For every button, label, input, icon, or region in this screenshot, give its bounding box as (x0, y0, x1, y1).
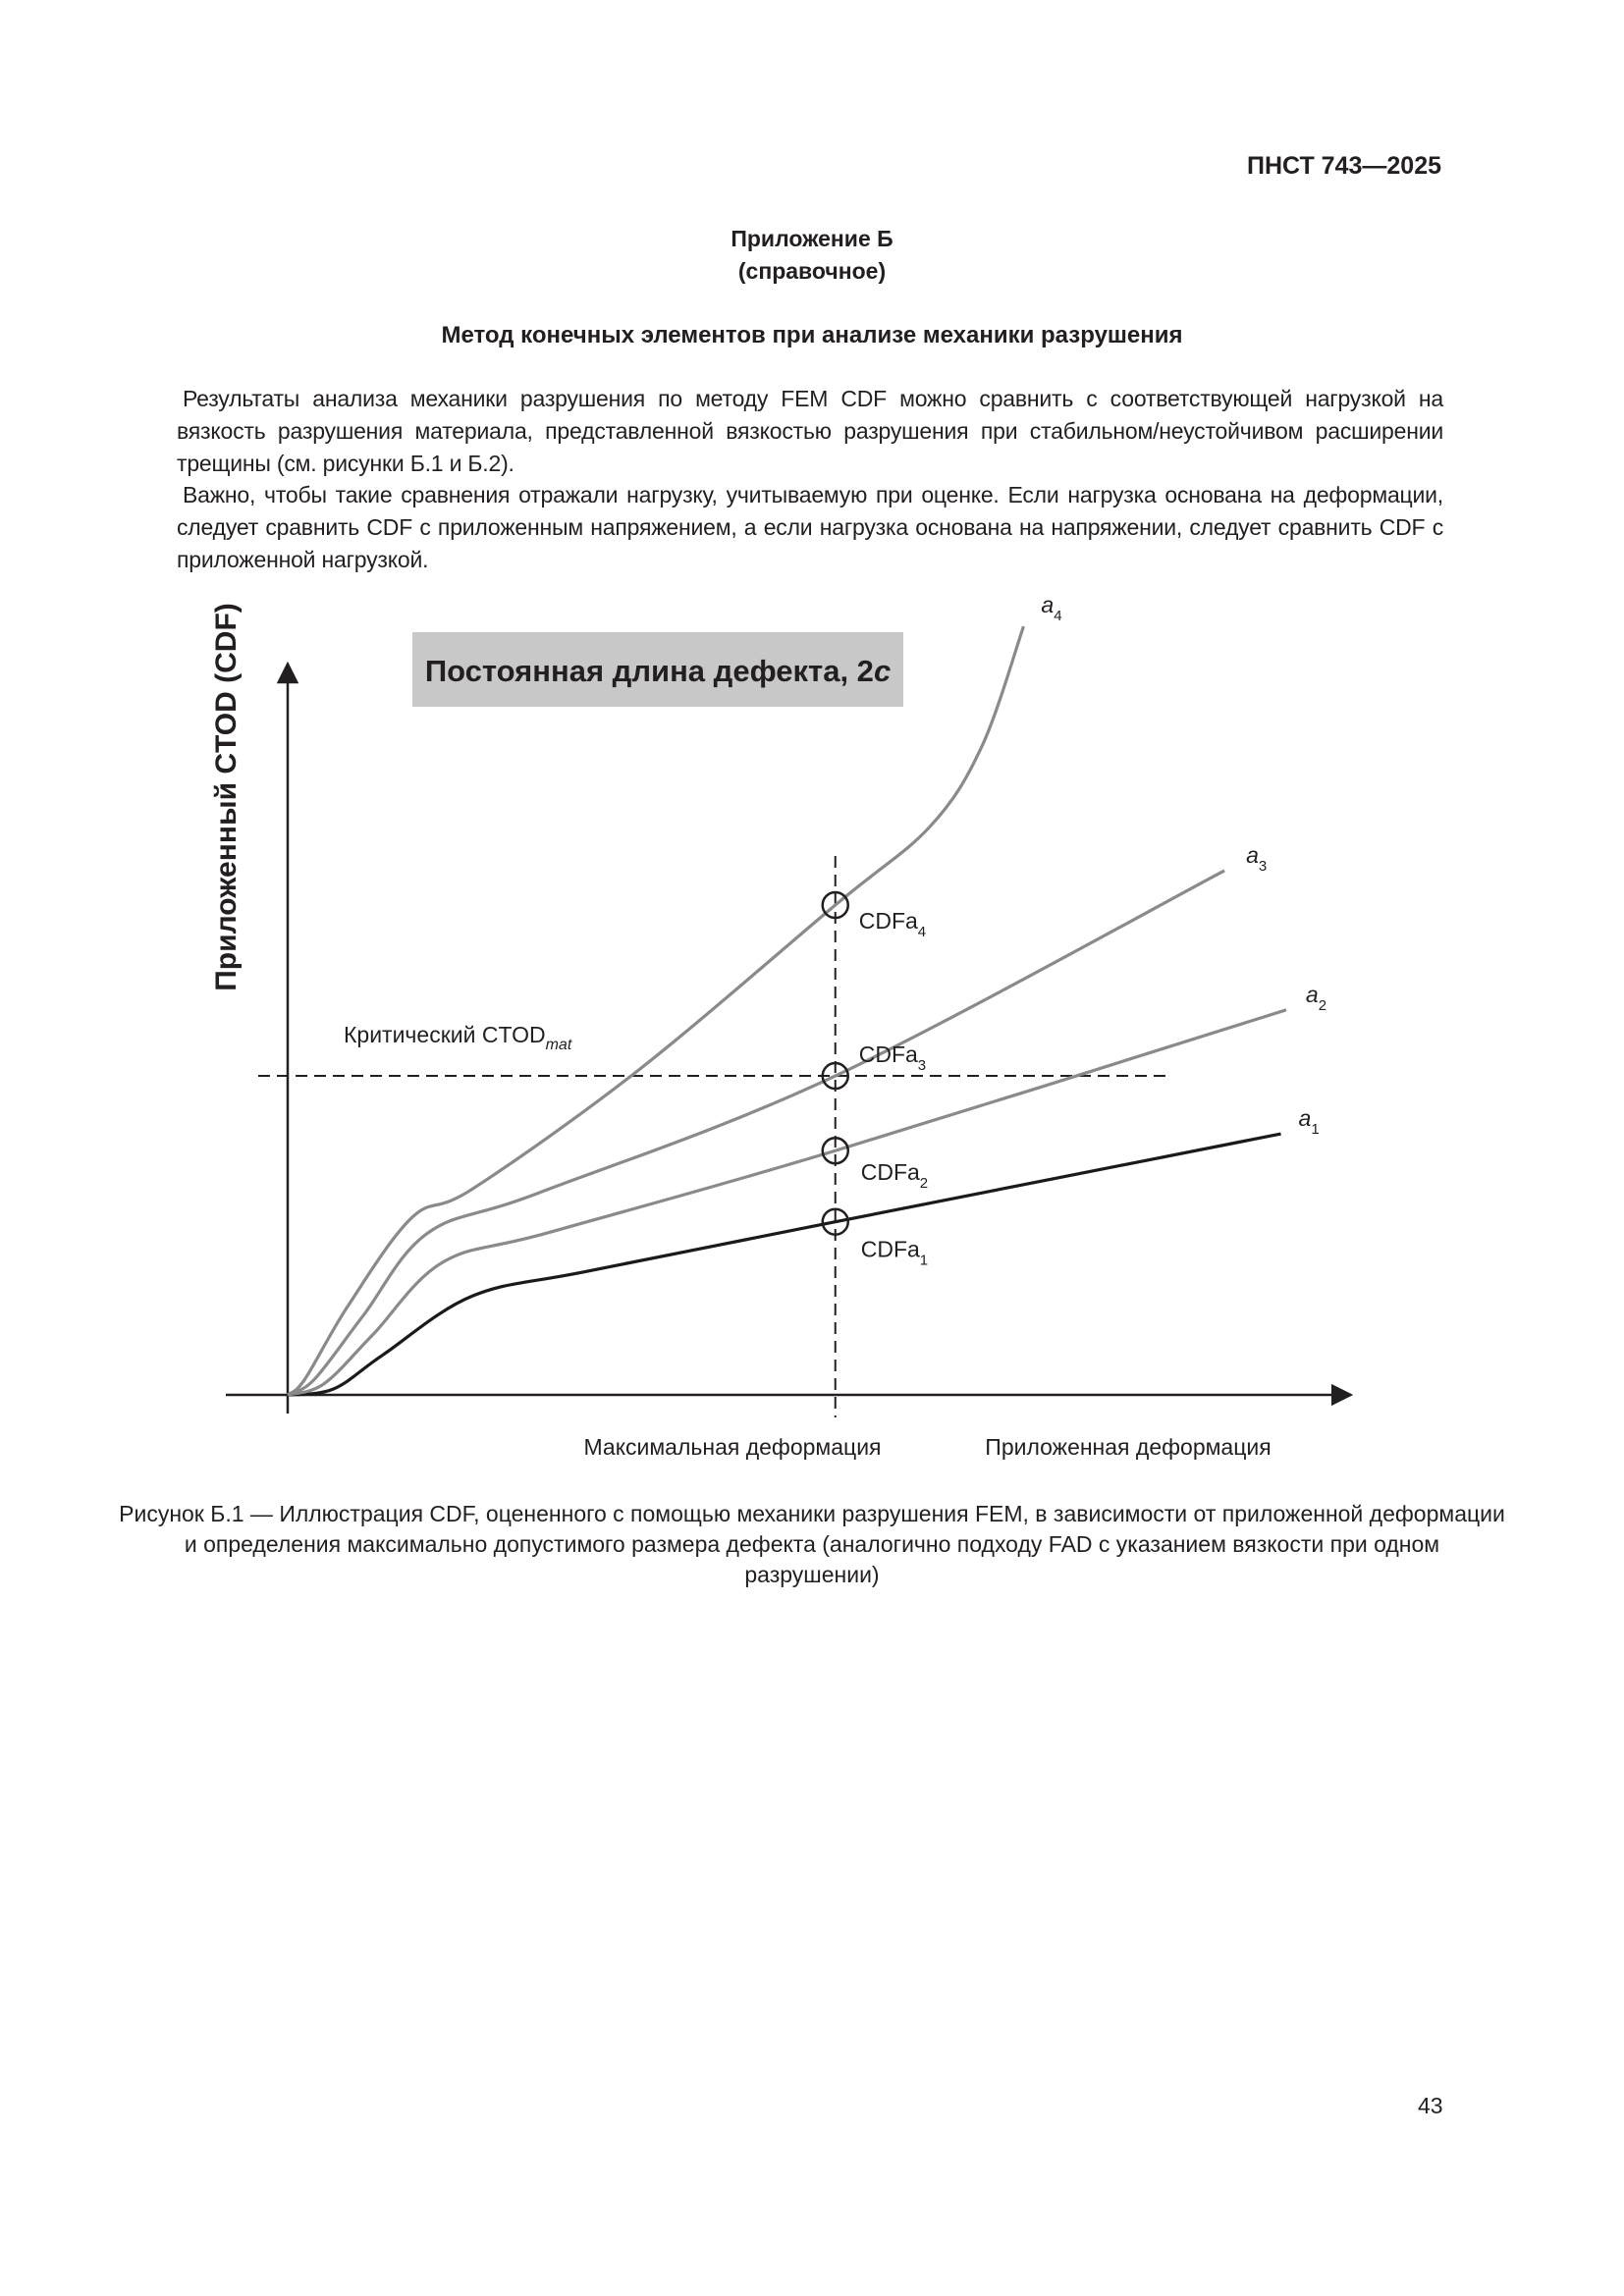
document-code: ПНСТ 743—2025 (1247, 152, 1441, 180)
series-name: a (1299, 1105, 1312, 1131)
cdf-marker-subscript: 1 (920, 1253, 928, 1269)
series-subscript: 3 (1259, 858, 1267, 875)
series-line-a3 (287, 869, 1225, 1397)
series-line-a1 (287, 1132, 1281, 1397)
annex-title: Приложение Б (731, 226, 893, 251)
cdf-marker-a3 (821, 1061, 849, 1091)
cdf-marker-label: CDFa (859, 1041, 918, 1067)
cdf-marker-a1 (821, 1207, 849, 1236)
cdf-marker-subscript: 2 (920, 1175, 928, 1192)
cdf-marker-label: CDFa (861, 1237, 920, 1262)
critical-ctod-label: Критический CTODmat (344, 1022, 572, 1053)
paragraph: Важно, чтобы такие сравнения отражали на… (177, 482, 1443, 572)
page-number: 43 (1418, 2093, 1443, 2118)
series-subscript: 1 (1311, 1121, 1319, 1138)
y-axis-label: Приложенный CTOD (CDF) (210, 603, 243, 991)
cdf-label-a2: CDFa2 (861, 1159, 928, 1192)
x-axis-label: Приложенная деформация (985, 1434, 1271, 1460)
series-label-a2: a2 (1306, 982, 1326, 1014)
annex-type: (справочное) (737, 258, 887, 284)
cdf-marker-subscript: 4 (918, 924, 926, 940)
cdf-marker-a2 (821, 1136, 849, 1165)
cdf-marker-subscript: 3 (918, 1057, 926, 1074)
cdf-marker-label: CDFa (859, 908, 918, 934)
figure-caption: Рисунок Б.1 — Иллюстрация CDF, оцененног… (119, 1501, 1505, 1587)
series-subscript: 2 (1319, 997, 1326, 1014)
cdf-label-a4: CDFa4 (859, 908, 926, 940)
series-name: a (1306, 982, 1319, 1007)
series-subscript: 4 (1054, 608, 1061, 624)
chart-title: Постоянная длина дефекта, 2c (425, 654, 891, 688)
series-name: a (1041, 592, 1054, 617)
paragraph: Результаты анализа механики разрушения п… (177, 386, 1443, 476)
series-label-a1: a1 (1299, 1105, 1320, 1138)
cdf-label-a3: CDFa3 (859, 1041, 926, 1074)
series-label-a4: a4 (1041, 592, 1061, 624)
cdf-marker-label: CDFa (861, 1159, 920, 1185)
cdf-label-a1: CDFa1 (861, 1237, 928, 1269)
cdf-marker-a4 (821, 890, 849, 920)
max-deformation-label: Максимальная деформация (583, 1434, 881, 1460)
series-line-a4 (286, 625, 1025, 1397)
section-title: Метод конечных элементов при анализе мех… (441, 322, 1183, 348)
series-label-a3: a3 (1246, 842, 1267, 875)
series-name: a (1246, 842, 1259, 868)
chart-title-box (412, 632, 903, 707)
series-line-a2 (287, 1008, 1287, 1397)
